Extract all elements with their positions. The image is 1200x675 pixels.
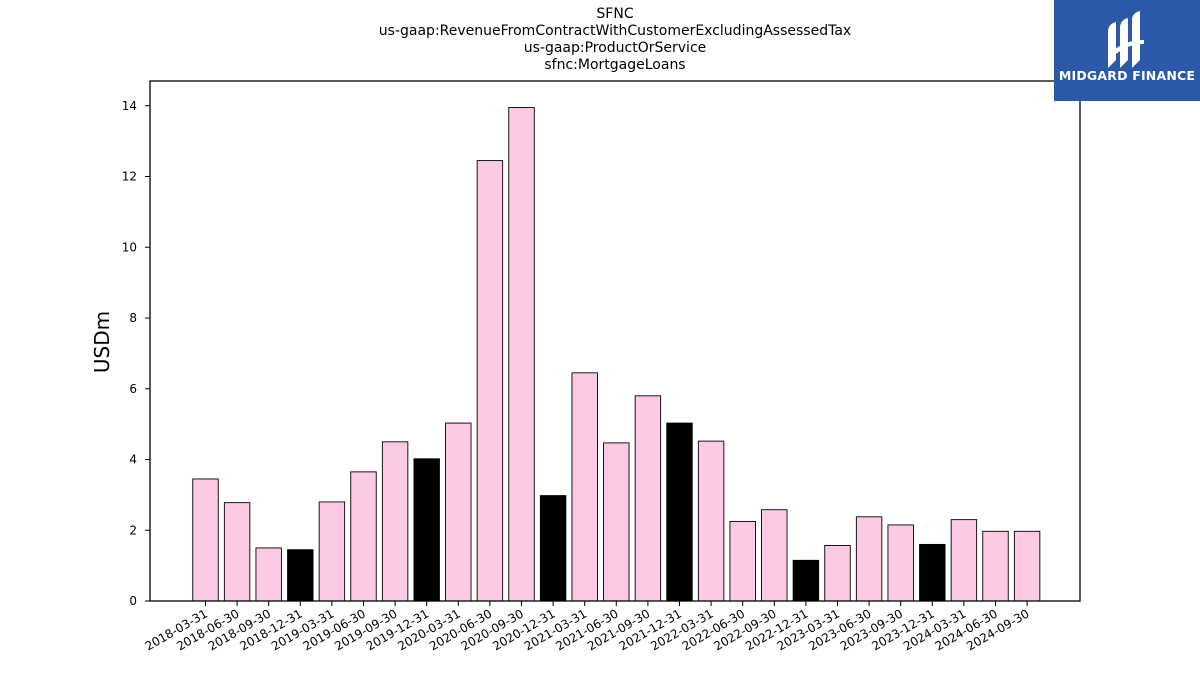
bar-2022-03-31 <box>697 440 725 602</box>
chart-title-line-1: SFNC <box>596 6 634 22</box>
bar-2021-06-30 <box>603 442 630 602</box>
y-tick-label: 10 <box>122 240 137 254</box>
bar-2024-06-30 <box>982 530 1009 602</box>
bar-2020-03-31 <box>445 422 472 602</box>
bar-2021-03-31 <box>571 372 598 602</box>
bar-2019-06-30 <box>350 471 377 602</box>
bar-2023-06-30 <box>855 516 883 602</box>
bar-2023-09-30 <box>887 524 914 602</box>
bar-2019-12-31 <box>413 458 440 602</box>
bar-2018-09-30 <box>255 547 282 602</box>
bars-group <box>192 107 1041 602</box>
bar-2023-03-31 <box>824 545 851 602</box>
bar-2022-06-30 <box>729 520 756 602</box>
bar-2022-12-31 <box>792 559 820 602</box>
chart-title-line-3: us-gaap:ProductOrService <box>523 40 707 56</box>
y-axis: 0 2 4 6 8 10 12 14 <box>122 99 150 608</box>
chart-title-line-4: sfnc:MortgageLoans <box>544 57 686 73</box>
y-tick-label: 2 <box>129 523 137 537</box>
y-tick-label: 14 <box>122 99 137 113</box>
bar-2020-09-30 <box>508 107 535 602</box>
chart-title-line-2: us-gaap:RevenueFromContractWithCustomerE… <box>378 23 852 39</box>
bar-2019-03-31 <box>318 501 346 602</box>
x-axis: 2018-03-312018-06-302018-09-302018-12-31… <box>143 601 1032 653</box>
bar-2020-12-31 <box>539 495 567 602</box>
bar-2021-09-30 <box>634 395 662 602</box>
bar-2022-09-30 <box>761 509 788 602</box>
bar-2021-12-31 <box>666 422 693 602</box>
bar-2023-12-31 <box>919 543 946 602</box>
midgard-logo-icon <box>1108 11 1144 68</box>
bar-2020-06-30 <box>476 160 504 602</box>
bar-2018-06-30 <box>223 502 251 602</box>
y-tick-label: 8 <box>129 311 137 325</box>
y-tick-label: 12 <box>122 170 137 184</box>
bar-2024-09-30 <box>1013 530 1041 602</box>
bar-2018-12-31 <box>287 549 314 602</box>
chart-title: SFNC us-gaap:RevenueFromContractWithCust… <box>0 6 1200 74</box>
y-tick-label: 6 <box>129 382 137 396</box>
bar-2024-03-31 <box>950 519 978 602</box>
bar-2019-09-30 <box>381 441 409 602</box>
midgard-finance-logo: MIDGARD FINANCE <box>1054 0 1200 101</box>
plot-frame <box>149 80 1081 602</box>
bar-2018-03-31 <box>192 478 219 602</box>
logo-text: MIDGARD FINANCE <box>1058 68 1196 83</box>
y-tick-label: 4 <box>129 453 137 467</box>
y-axis-label: USDm <box>90 311 114 373</box>
y-tick-label: 0 <box>129 594 137 608</box>
